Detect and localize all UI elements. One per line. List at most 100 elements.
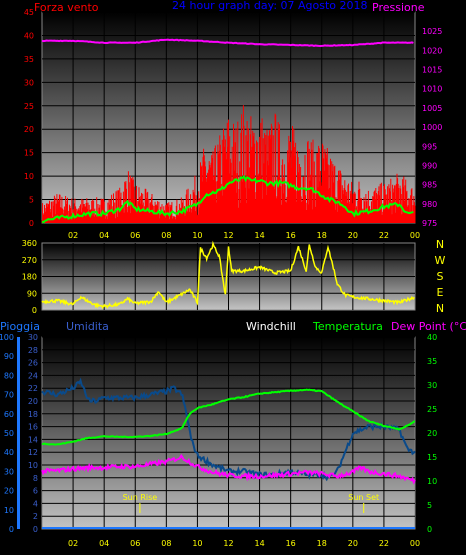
rain-y-tick: 50 xyxy=(4,429,14,438)
temp-x-axis: 02 04 06 08 10 12 14 16 18 20 22 00 xyxy=(68,539,420,548)
temperature-y-tick: 30 xyxy=(427,381,437,390)
humidity-y-tick: 16 xyxy=(28,423,38,432)
sun-label: Sun Set xyxy=(348,493,379,502)
compass-letter: E xyxy=(437,286,444,299)
direction-y-tick: 180 xyxy=(22,273,37,282)
temperature-line xyxy=(41,388,416,446)
temperature-y-tick: 35 xyxy=(427,357,437,366)
wind-x-tick: 06 xyxy=(130,231,140,240)
temp-x-tick: 16 xyxy=(286,539,296,548)
rain-y-tick: 20 xyxy=(4,487,14,496)
sun-annotations: Sun Rise Sun Set xyxy=(123,493,379,513)
temp-x-tick: 04 xyxy=(99,539,109,548)
humidity-y-tick: 18 xyxy=(28,410,38,419)
pressure-y-axis: 975 980 985 990 995 1000 1005 1010 1015 1020 1025 xyxy=(422,27,442,228)
rain-y-tick: 40 xyxy=(4,448,14,457)
wind-x-axis: 02 04 06 08 10 12 14 16 18 20 22 00 xyxy=(68,231,420,240)
rain-y-tick: 90 xyxy=(4,352,14,361)
temp-x-tick: 02 xyxy=(68,539,78,548)
temp-x-tick: 08 xyxy=(161,539,171,548)
wind-y-tick: 35 xyxy=(24,55,34,64)
temp-series xyxy=(41,377,416,529)
humidity-y-tick: 26 xyxy=(28,359,38,368)
rain-y-axis: 0 10 20 30 40 50 60 70 80 90 100 xyxy=(0,333,20,534)
pressure-y-tick: 995 xyxy=(422,142,437,151)
temperature-y-tick: 25 xyxy=(427,405,437,414)
rain-y-tick: 80 xyxy=(4,371,14,380)
rain-axis-label: Pioggia xyxy=(0,320,40,333)
direction-y-tick: 360 xyxy=(22,239,37,248)
temperature-y-tick: 5 xyxy=(427,501,432,510)
windchill-axis-label: Windchill xyxy=(246,320,296,333)
wind-x-tick: 22 xyxy=(379,231,389,240)
pressure-y-tick: 980 xyxy=(422,200,437,209)
wind-y-tick: 20 xyxy=(24,125,34,134)
humidity-y-tick: 10 xyxy=(28,461,38,470)
wind-y-tick: 40 xyxy=(24,31,34,40)
humidity-y-tick: 8 xyxy=(33,474,38,483)
pressure-y-tick: 990 xyxy=(422,161,437,170)
pressure-y-tick: 1020 xyxy=(422,46,442,55)
direction-series xyxy=(41,240,415,310)
wind-y-tick: 30 xyxy=(24,78,34,87)
compass-letter: S xyxy=(437,270,444,283)
temp-grid xyxy=(42,336,415,529)
temp-x-tick: 18 xyxy=(317,539,327,548)
rain-y-tick: 10 xyxy=(4,506,14,515)
rain-axis-bar xyxy=(17,337,20,529)
pressure-line xyxy=(41,38,414,48)
wind-x-tick: 16 xyxy=(286,231,296,240)
temp-x-tick: 00 xyxy=(410,539,420,548)
wind-x-tick: 08 xyxy=(161,231,171,240)
temperature-y-tick: 40 xyxy=(427,333,437,342)
wind-y-tick: 45 xyxy=(24,8,34,17)
wind-x-tick: 00 xyxy=(410,231,420,240)
humidity-y-tick: 22 xyxy=(28,384,38,393)
rain-y-tick: 60 xyxy=(4,410,14,419)
wind-y-tick: 15 xyxy=(24,149,34,158)
wind-series xyxy=(41,38,416,224)
pressure-y-tick: 1015 xyxy=(422,66,442,75)
temperature-y-tick: 0 xyxy=(427,525,432,534)
wind-y-tick: 25 xyxy=(24,102,34,111)
pressure-y-tick: 975 xyxy=(422,219,437,228)
pressure-y-tick: 985 xyxy=(422,181,437,190)
temperature-axis-label: Temperatura xyxy=(312,320,383,333)
humidity-axis-label: Umidita xyxy=(66,320,109,333)
humidity-y-tick: 30 xyxy=(28,333,38,342)
humidity-y-tick: 20 xyxy=(28,397,38,406)
humidity-y-tick: 4 xyxy=(33,499,38,508)
humidity-y-tick: 14 xyxy=(28,435,38,444)
humidity-y-tick: 6 xyxy=(33,487,38,496)
temperature-y-axis: 0 5 10 15 20 25 30 35 40 xyxy=(427,333,437,534)
temp-x-tick: 14 xyxy=(254,539,264,548)
temp-x-tick: 20 xyxy=(348,539,358,548)
temperature-y-tick: 15 xyxy=(427,453,437,462)
rain-y-tick: 70 xyxy=(4,391,14,400)
wind-x-tick: 14 xyxy=(254,231,264,240)
compass-letter: N xyxy=(436,238,444,251)
chart-title: 24 hour graph day: 07 Agosto 2018 xyxy=(172,0,368,12)
humidity-y-tick: 2 xyxy=(33,512,38,521)
wind-x-tick: 04 xyxy=(99,231,109,240)
temp-x-tick: 10 xyxy=(192,539,202,548)
wind-x-tick: 12 xyxy=(223,231,233,240)
humidity-y-tick: 28 xyxy=(28,346,38,355)
pressure-axis-label: Pressione xyxy=(372,1,425,14)
direction-y-axis: 0 90 180 270 360 xyxy=(22,239,37,315)
wind-average-line xyxy=(41,174,414,224)
rain-y-tick: 0 xyxy=(9,525,14,534)
dewpoint-axis-label: Dew Point (°C) xyxy=(391,320,466,333)
temp-x-tick: 06 xyxy=(130,539,140,548)
temperature-y-tick: 20 xyxy=(427,429,437,438)
wind-x-tick: 18 xyxy=(317,231,327,240)
wind-y-tick: 5 xyxy=(29,196,34,205)
wind-axis-label: Forza vento xyxy=(34,1,99,14)
pressure-y-tick: 1000 xyxy=(422,123,442,132)
wind-y-tick: 10 xyxy=(24,172,34,181)
sun-label: Sun Rise xyxy=(123,493,158,502)
wind-x-tick: 20 xyxy=(348,231,358,240)
temp-x-tick: 12 xyxy=(223,539,233,548)
rain-y-tick: 30 xyxy=(4,467,14,476)
